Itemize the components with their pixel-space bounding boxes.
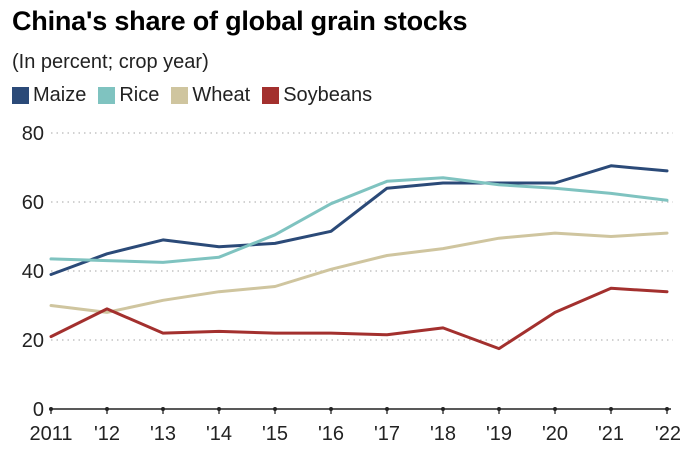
- x-tick-dot: [217, 407, 221, 411]
- x-tick-dot: [273, 407, 277, 411]
- x-tick-label: '15: [262, 423, 288, 445]
- y-tick-label: 0: [33, 399, 44, 421]
- x-tick-dot: [665, 407, 669, 411]
- x-tick-label: '20: [542, 423, 568, 445]
- legend-item-rice: Rice: [98, 84, 159, 107]
- y-tick-label: 40: [22, 261, 44, 283]
- legend-swatch-wheat: [171, 87, 189, 104]
- x-tick-label: 2011: [29, 423, 72, 445]
- legend-label-soybeans: Soybeans: [283, 84, 373, 106]
- legend-item-soybeans: Soybeans: [262, 84, 372, 107]
- x-tick-dot: [329, 407, 333, 411]
- x-tick-dot: [105, 407, 109, 411]
- series-line-soybeans: [49, 286, 669, 351]
- x-tick-label: '16: [318, 423, 344, 445]
- series-line-rice: [49, 176, 669, 264]
- chart-title: China's share of global grain stocks: [12, 6, 468, 36]
- x-tick-label: '12: [94, 423, 120, 445]
- x-tick-label: '21: [598, 423, 624, 445]
- x-tick-label: '18: [430, 423, 456, 445]
- legend-swatch-soybeans: [262, 87, 280, 104]
- x-tick-dot: [553, 407, 557, 411]
- x-tick-dot: [441, 407, 445, 411]
- x-tick-label: '17: [374, 423, 400, 445]
- x-tick-dot: [385, 407, 389, 411]
- x-tick-dot: [497, 407, 501, 411]
- legend-swatch-rice: [98, 87, 116, 104]
- series-line-wheat: [49, 231, 669, 314]
- x-tick-dot: [609, 407, 613, 411]
- chart-subtitle: (In percent; crop year): [12, 51, 209, 73]
- x-tick-label: '14: [206, 423, 232, 445]
- legend-item-wheat: Wheat: [171, 84, 250, 107]
- x-tick-label: '22: [655, 423, 681, 445]
- x-tick-dot: [49, 407, 53, 411]
- y-tick-label: 20: [22, 330, 44, 352]
- legend: Maize Rice Wheat Soybeans: [12, 84, 384, 107]
- y-tick-label: 80: [22, 123, 44, 145]
- y-tick-label: 60: [22, 192, 44, 214]
- x-tick-label: '19: [486, 423, 512, 445]
- x-tick-dot: [161, 407, 165, 411]
- legend-label-maize: Maize: [33, 84, 87, 106]
- series-line-maize: [49, 164, 669, 276]
- legend-item-maize: Maize: [12, 84, 86, 107]
- x-tick-label: '13: [150, 423, 176, 445]
- legend-label-rice: Rice: [119, 84, 160, 106]
- legend-swatch-maize: [12, 87, 29, 104]
- legend-label-wheat: Wheat: [192, 84, 251, 106]
